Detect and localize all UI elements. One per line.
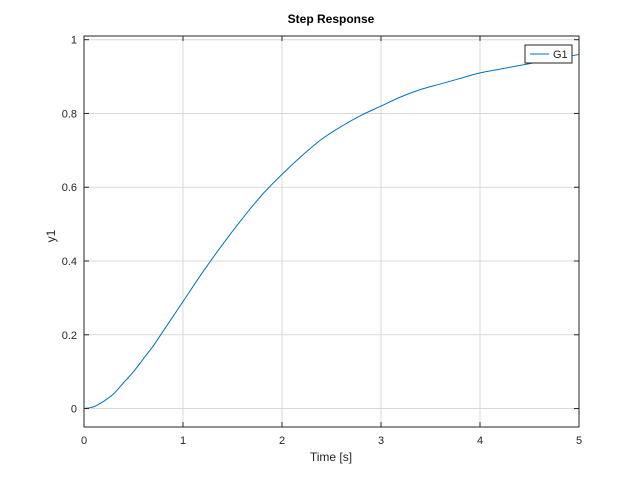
legend: G1: [524, 44, 573, 64]
series-line-g1: [83, 53, 580, 410]
y-tick-label: 0.8: [62, 108, 77, 120]
y-tick-labels: 0 0.2 0.4 0.6 0.8 1: [62, 35, 77, 416]
tick-marks: [83, 36, 580, 427]
y-axis-label: y1: [44, 229, 58, 242]
chart-title: Step Response: [288, 12, 375, 26]
y-tick-label: 0: [71, 404, 77, 416]
plot-background: [84, 36, 579, 427]
x-axis-label: Time [s]: [310, 450, 352, 464]
x-tick-label: 0: [81, 435, 87, 447]
y-tick-label: 0.6: [62, 182, 77, 194]
x-tick-label: 5: [576, 435, 582, 447]
y-tick-label: 0.4: [62, 256, 77, 268]
x-tick-label: 1: [180, 435, 186, 447]
x-tick-label: 2: [279, 435, 285, 447]
y-tick-label: 1: [71, 35, 77, 47]
legend-label-g1: G1: [553, 49, 568, 61]
y-tick-label: 0.2: [62, 330, 77, 342]
plot-frame: [83, 35, 580, 428]
x-tick-labels: 0 1 2 3 4 5: [81, 435, 582, 447]
x-tick-label: 3: [378, 435, 384, 447]
x-tick-label: 4: [477, 435, 483, 447]
series-layer: [83, 53, 580, 410]
